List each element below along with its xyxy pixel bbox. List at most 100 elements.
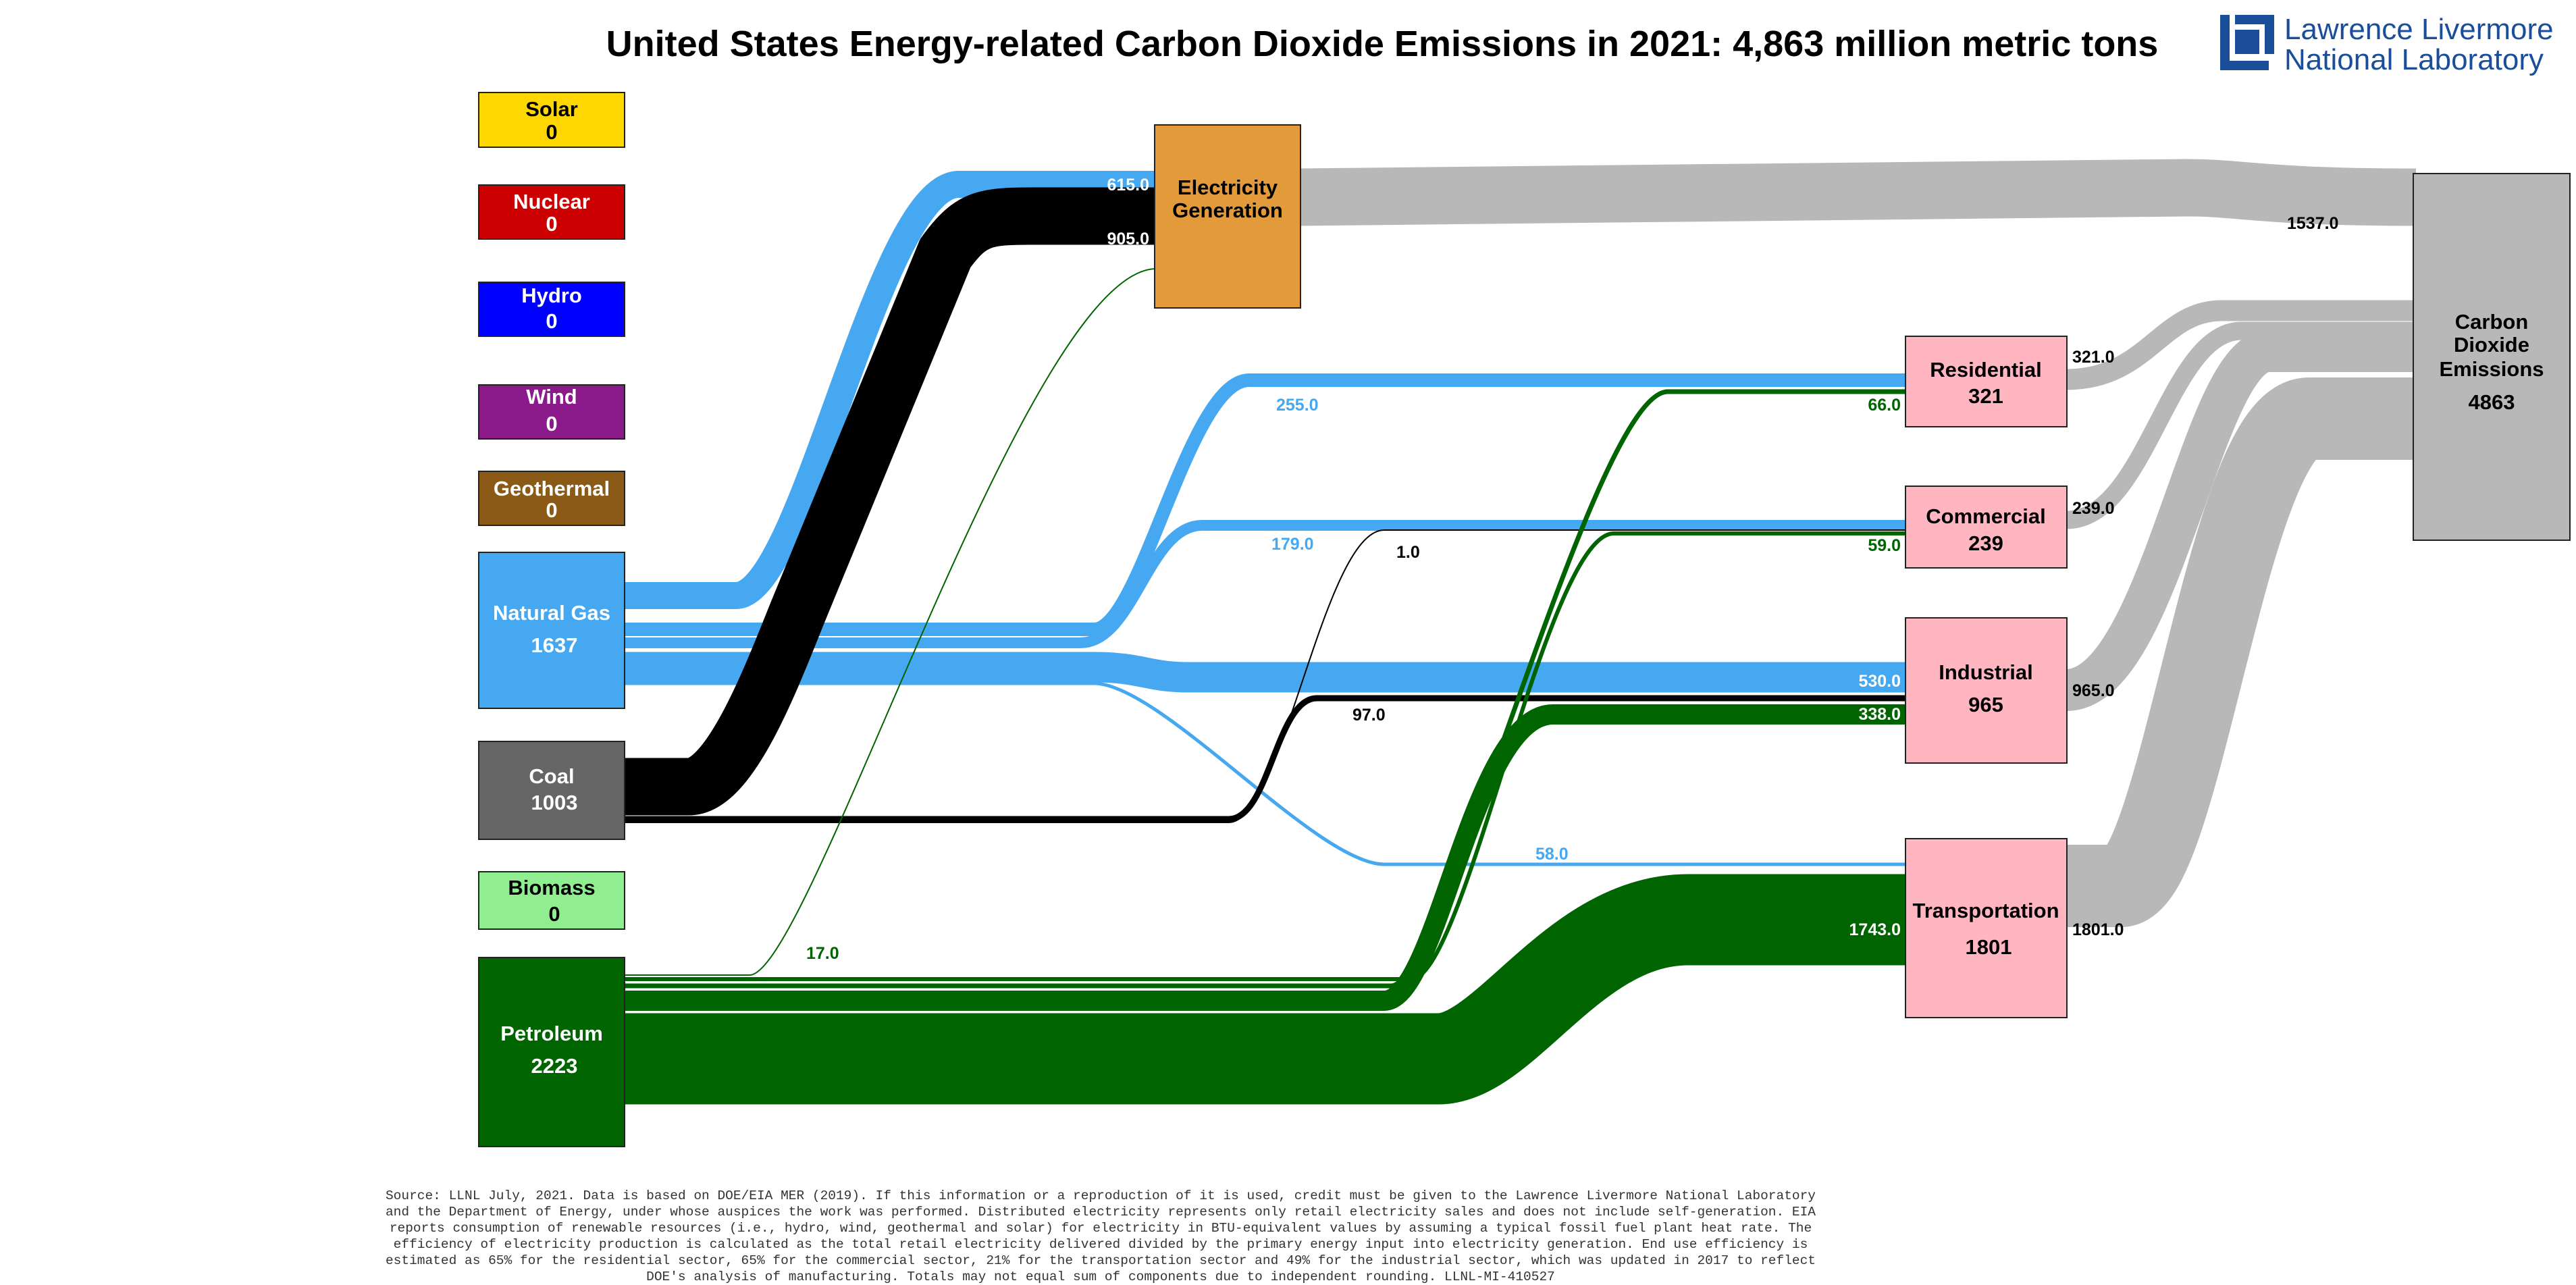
source-boxes: Solar 0 Nuclear 0 Hydro 0 Wind 0 Geother… xyxy=(478,92,625,1147)
flow-label-gas-transportation: 58.0 xyxy=(1535,845,1569,864)
emissions-label-2: Dioxide xyxy=(2454,333,2529,357)
llnl-logo-line-1: Lawrence Livermore xyxy=(2284,13,2554,46)
sector-label-residential: Residential xyxy=(1930,358,2041,382)
source-value-nuclear: 0 xyxy=(546,212,557,236)
sector-box-commercial xyxy=(1905,486,2068,569)
source-box-nuclear xyxy=(478,184,625,240)
source-box-coal xyxy=(478,741,625,840)
source-nuclear: Nuclear 0 xyxy=(478,184,625,240)
source-hydro: Hydro 0 xyxy=(478,282,625,337)
emissions-label-1: Carbon xyxy=(2455,310,2529,334)
sector-label-commercial: Commercial xyxy=(1926,504,2045,528)
sector-value-industrial: 965 xyxy=(1968,693,2003,716)
flow-petroleum-transportation xyxy=(625,874,1905,1105)
source-natural-gas: Natural Gas 1637 xyxy=(478,552,625,709)
flow-gas-transportation xyxy=(625,681,1905,866)
source-footnote: Source: LLNL July, 2021. Data is based o… xyxy=(385,1188,1816,1284)
flow-label-gas-commercial: 179.0 xyxy=(1271,535,1314,554)
flow-label-electricity-emissions: 1537.0 xyxy=(2287,214,2338,233)
source-box-petroleum xyxy=(478,957,625,1147)
flow-residential-emissions xyxy=(2066,300,2416,390)
sector-transportation: Transportation 1801 xyxy=(1905,838,2068,1018)
source-geothermal: Geothermal 0 xyxy=(478,471,625,526)
flow-label-coal-industrial: 97.0 xyxy=(1352,706,1386,725)
flow-label-transportation-emissions: 1801.0 xyxy=(2072,920,2124,939)
source-label-nuclear: Nuclear xyxy=(513,190,590,213)
flow-commercial-emissions xyxy=(2065,321,2416,529)
flow-petroleum-commercial xyxy=(625,531,1905,981)
source-box-biomass xyxy=(478,871,625,930)
source-label-geothermal: Geothermal xyxy=(494,477,610,500)
source-label-petroleum: Petroleum xyxy=(500,1022,603,1045)
flow-label-petroleum-industrial: 338.0 xyxy=(1858,705,1901,724)
electricity-generation-label-1: Electricity xyxy=(1178,176,1278,199)
flow-labels: 615.0 905.0 17.0 255.0 179.0 530.0 58.0 … xyxy=(806,176,2338,963)
flow-label-petroleum-residential: 66.0 xyxy=(1868,396,1901,415)
sector-box-residential xyxy=(1905,336,2068,427)
source-value-wind: 0 xyxy=(546,412,557,436)
flow-bands xyxy=(625,159,2417,1105)
chart-title: United States Energy-related Carbon Diox… xyxy=(606,24,2159,64)
source-value-petroleum: 2223 xyxy=(531,1054,578,1078)
sector-industrial: Industrial 965 xyxy=(1905,617,2068,764)
sector-box-industrial xyxy=(1905,617,2068,764)
llnl-logo: Lawrence Livermore National Laboratory xyxy=(2220,13,2554,76)
source-value-solar: 0 xyxy=(546,120,557,144)
sector-label-industrial: Industrial xyxy=(1939,660,2033,684)
flow-label-commercial-emissions: 239.0 xyxy=(2072,499,2115,518)
source-box-natural-gas xyxy=(478,552,625,709)
source-label-hydro: Hydro xyxy=(521,284,582,307)
emissions-value: 4863 xyxy=(2469,390,2515,414)
source-value-hydro: 0 xyxy=(546,309,557,333)
llnl-logo-line-2: National Laboratory xyxy=(2284,43,2544,76)
flow-label-gas-industrial: 530.0 xyxy=(1858,672,1901,691)
source-petroleum: Petroleum 2223 xyxy=(478,957,625,1147)
sector-boxes: Residential 321 Commercial 239 Industria… xyxy=(1905,336,2068,1018)
source-label-solar: Solar xyxy=(525,97,578,121)
flow-label-petroleum-commercial: 59.0 xyxy=(1868,536,1901,555)
flow-label-coal-commercial: 1.0 xyxy=(1396,543,1420,562)
flow-petroleum-electricity xyxy=(625,268,1157,976)
source-box-solar xyxy=(478,92,625,148)
source-label-natural-gas: Natural Gas xyxy=(493,601,610,625)
sector-commercial: Commercial 239 xyxy=(1905,486,2068,569)
source-box-geothermal xyxy=(478,471,625,526)
emissions-box xyxy=(2413,173,2571,541)
flow-gas-electricity xyxy=(625,171,1156,609)
sector-residential: Residential 321 xyxy=(1905,336,2068,427)
flow-label-industrial-emissions: 965.0 xyxy=(2072,681,2115,700)
source-box-wind xyxy=(478,384,625,440)
source-value-natural-gas: 1637 xyxy=(531,633,578,657)
sector-box-transportation xyxy=(1905,838,2068,1018)
source-label-biomass: Biomass xyxy=(508,876,595,899)
flow-gas-industrial xyxy=(625,652,1905,693)
electricity-generation-label-2: Generation xyxy=(1172,199,1283,222)
source-wind: Wind 0 xyxy=(478,384,625,440)
emissions-label-3: Emissions xyxy=(2439,357,2544,381)
sector-value-residential: 321 xyxy=(1968,384,2003,408)
flow-label-gas-electricity: 615.0 xyxy=(1107,176,1149,194)
source-coal: Coal 1003 xyxy=(478,741,625,840)
source-label-wind: Wind xyxy=(526,385,577,409)
flow-gas-commercial xyxy=(625,520,1905,648)
flow-coal-industrial xyxy=(625,695,1905,822)
source-box-hydro xyxy=(478,282,625,337)
flow-coal-electricity xyxy=(625,187,1156,816)
flow-label-residential-emissions: 321.0 xyxy=(2072,348,2115,367)
llnl-emblem-icon xyxy=(2220,15,2274,70)
source-label-coal: Coal xyxy=(529,764,574,788)
source-value-geothermal: 0 xyxy=(546,498,557,522)
flow-industrial-emissions xyxy=(2064,330,2416,711)
flow-label-petroleum-transportation: 1743.0 xyxy=(1849,920,1901,939)
flow-coal-commercial xyxy=(625,529,1905,823)
flow-transportation-emissions xyxy=(2066,377,2416,927)
sector-label-transportation: Transportation xyxy=(1912,899,2059,922)
sector-value-transportation: 1801 xyxy=(1966,935,2012,959)
flow-petroleum-residential xyxy=(625,389,1905,989)
source-solar: Solar 0 xyxy=(478,92,625,148)
sector-value-commercial: 239 xyxy=(1968,531,2003,555)
flow-label-gas-residential: 255.0 xyxy=(1276,396,1319,415)
source-value-biomass: 0 xyxy=(548,902,560,926)
emissions-node: Carbon Dioxide Emissions 4863 xyxy=(2413,173,2571,541)
